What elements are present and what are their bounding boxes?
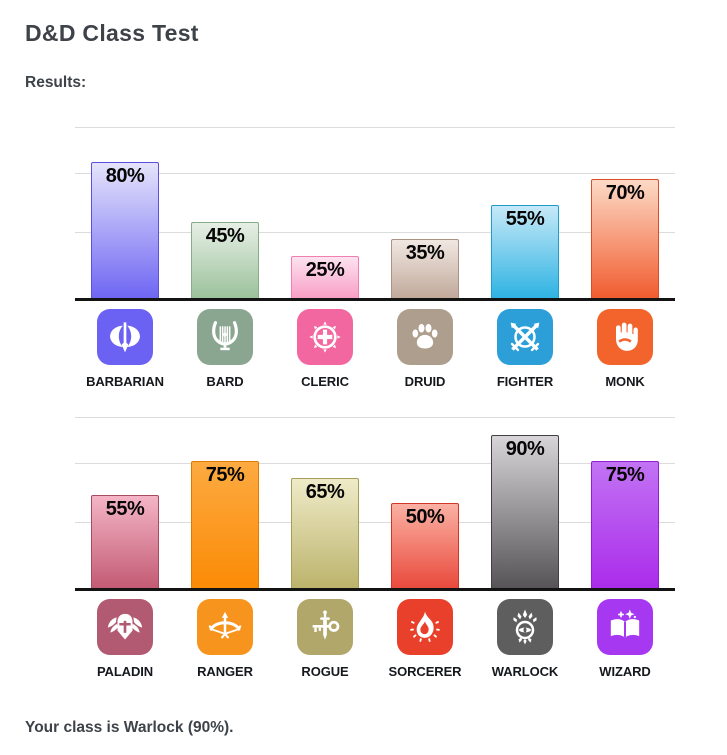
- bar-rogue: 65%: [291, 477, 359, 588]
- results-label: Results:: [25, 74, 87, 91]
- class-cell-cleric: CLERIC: [275, 309, 375, 389]
- bar-monk: 70%: [591, 179, 659, 298]
- class-cell-ranger: RANGER: [175, 599, 275, 679]
- bar-value-wizard: 75%: [605, 463, 645, 486]
- plot-area-1: 80% 45% 25% 35% 55% 70%: [75, 127, 675, 301]
- class-label-bard: BARD: [206, 374, 244, 389]
- class-cell-barbarian: BARBARIAN: [75, 309, 175, 389]
- bar-barbarian: 80%: [91, 162, 159, 298]
- gridline: [75, 173, 675, 175]
- bar-value-paladin: 55%: [105, 497, 145, 520]
- bar-ranger: 75%: [191, 460, 259, 588]
- class-cell-wizard: WIZARD: [575, 599, 675, 679]
- class-cell-druid: DRUID: [375, 309, 475, 389]
- class-label-wizard: WIZARD: [599, 664, 651, 679]
- class-cell-paladin: PALADIN: [75, 599, 175, 679]
- icons-row-2: PALADIN RANGER ROGUE SORCERER WARLOCK WIZARD: [75, 599, 675, 679]
- bar-value-warlock: 90%: [505, 438, 545, 460]
- bar-wizard: 75%: [591, 460, 659, 588]
- class-cell-sorcerer: SORCERER: [375, 599, 475, 679]
- fist-icon: [597, 309, 653, 365]
- bar-value-cleric: 25%: [305, 258, 345, 281]
- bar-value-sorcerer: 50%: [405, 506, 445, 528]
- dagger-key-icon: [297, 599, 353, 655]
- class-label-sorcerer: SORCERER: [388, 664, 462, 679]
- bar-slot-barbarian: 80%: [75, 128, 175, 298]
- winged-helmet-icon: [97, 599, 153, 655]
- class-label-ranger: RANGER: [197, 664, 253, 679]
- class-cell-monk: MONK: [575, 309, 675, 389]
- bar-slot-fighter: 55%: [475, 128, 575, 298]
- gridline: [75, 521, 675, 523]
- bar-value-ranger: 75%: [205, 463, 245, 486]
- bar-value-monk: 70%: [605, 182, 645, 204]
- bar-slot-druid: 35%: [375, 128, 475, 298]
- class-label-rogue: ROGUE: [301, 664, 349, 679]
- bar-slot-paladin: 55%: [75, 418, 175, 588]
- paw-icon: [397, 309, 453, 365]
- class-label-barbarian: BARBARIAN: [86, 374, 164, 389]
- plot-area-2: 55% 75% 65% 50% 90% 75%: [75, 417, 675, 591]
- class-label-monk: MONK: [605, 374, 645, 389]
- class-chart-2: 55% 75% 65% 50% 90% 75% PALADIN RANGER ROGUE SOR…: [75, 417, 675, 679]
- bar-warlock: 90%: [491, 435, 559, 588]
- bar-slot-warlock: 90%: [475, 418, 575, 588]
- bar-paladin: 55%: [91, 494, 159, 588]
- bar-cleric: 25%: [291, 255, 359, 298]
- bow-arrow-icon: [197, 599, 253, 655]
- gridline: [75, 231, 675, 233]
- bars-container-1: 80% 45% 25% 35% 55% 70%: [75, 128, 675, 298]
- page-title: D&D Class Test: [25, 20, 199, 46]
- class-cell-rogue: ROGUE: [275, 599, 375, 679]
- flame-icon: [397, 599, 453, 655]
- bar-slot-wizard: 75%: [575, 418, 675, 588]
- eye-leaves-icon: [497, 599, 553, 655]
- bar-value-bard: 45%: [205, 224, 245, 247]
- class-label-paladin: PALADIN: [96, 664, 154, 679]
- bars-container-2: 55% 75% 65% 50% 90% 75%: [75, 418, 675, 588]
- bar-slot-ranger: 75%: [175, 418, 275, 588]
- bar-sorcerer: 50%: [391, 503, 459, 588]
- bar-slot-bard: 45%: [175, 128, 275, 298]
- bar-value-rogue: 65%: [305, 480, 345, 503]
- bar-slot-rogue: 65%: [275, 418, 375, 588]
- class-cell-fighter: FIGHTER: [475, 309, 575, 389]
- class-label-druid: DRUID: [404, 374, 446, 389]
- class-chart-1: 80% 45% 25% 35% 55% 70% BARBARIAN BARD CLERIC DR…: [75, 127, 675, 389]
- bar-fighter: 55%: [491, 204, 559, 298]
- class-cell-bard: BARD: [175, 309, 275, 389]
- spellbook-icon: [597, 599, 653, 655]
- class-label-cleric: CLERIC: [301, 374, 349, 389]
- lyre-icon: [197, 309, 253, 365]
- holy-cross-icon: [297, 309, 353, 365]
- bar-value-fighter: 55%: [505, 207, 545, 230]
- crossed-swords-icon: [497, 309, 553, 365]
- class-cell-warlock: WARLOCK: [475, 599, 575, 679]
- gridline: [75, 463, 675, 465]
- bar-slot-cleric: 25%: [275, 128, 375, 298]
- double-axe-icon: [97, 309, 153, 365]
- bar-value-druid: 35%: [405, 241, 445, 264]
- bar-bard: 45%: [191, 221, 259, 298]
- bar-slot-sorcerer: 50%: [375, 418, 475, 588]
- bar-value-barbarian: 80%: [105, 165, 145, 187]
- bar-druid: 35%: [391, 238, 459, 298]
- bar-slot-monk: 70%: [575, 128, 675, 298]
- icons-row-1: BARBARIAN BARD CLERIC DRUID FIGHTER MONK: [75, 309, 675, 389]
- result-text: Your class is Warlock (90%).: [25, 719, 234, 736]
- class-label-warlock: WARLOCK: [491, 664, 559, 679]
- class-label-fighter: FIGHTER: [496, 374, 554, 389]
